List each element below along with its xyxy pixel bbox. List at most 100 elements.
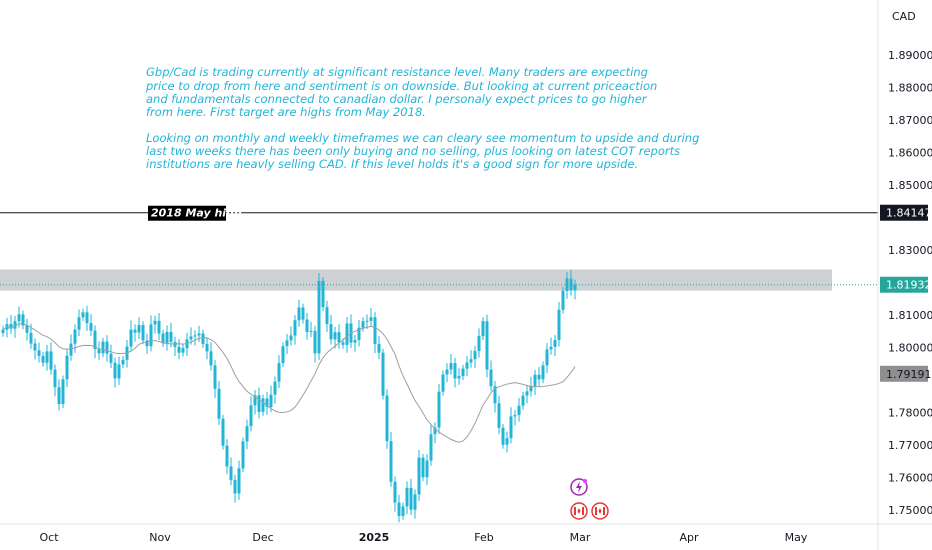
candle-body [329,324,333,340]
price-tick-label: 1.89000 [888,49,932,62]
price-tick-label: 1.85000 [888,179,932,192]
candle-body [481,321,485,337]
annotation-line-5: Looking on monthly and weekly timeframes… [146,131,699,145]
candle-body [393,481,397,503]
candle-body [497,403,501,428]
candle-body [485,321,489,370]
candle-body [425,460,429,478]
candle-body [381,352,385,396]
hline-price-label: 1.84147 [886,207,932,220]
time-tick-label: Dec [252,531,273,544]
candle-body [521,395,525,406]
candle-body [173,341,177,347]
candle-body [509,416,513,439]
candle-body [533,374,537,386]
candle-body [13,321,17,329]
price-tick-label: 1.80000 [888,342,932,355]
ma-price-label: 1.79191 [886,368,932,381]
time-tick-label: Apr [679,531,699,544]
candle-body [9,324,13,329]
candle-body [345,323,349,345]
time-axis[interactable]: Oct Nov Dec 2025 Feb Mar Apr May [39,531,807,544]
resistance-zone[interactable] [0,269,832,291]
candle-body [25,325,29,333]
candle-body [561,290,565,310]
candle-body [93,330,97,350]
candle-body [241,441,245,469]
candle-body [269,394,273,407]
candle-body [157,320,161,334]
candle-body [257,395,261,412]
price-tick-label: 1.76000 [888,472,932,485]
candle-body [365,320,369,322]
currency-label: CAD [892,10,916,23]
candle-body [445,369,449,375]
canada-flag-icon[interactable] [591,502,609,520]
candle-body [121,359,125,365]
candle-body [457,376,461,379]
candle-body [33,343,37,351]
candle-body [525,391,529,396]
candle-body [505,438,509,445]
candle-body [177,346,181,353]
candle-body [557,309,561,341]
candle-body [181,348,185,353]
candle-body [237,468,241,494]
candle-body [297,307,301,321]
candle-body [429,434,433,461]
price-tick-label: 1.86000 [888,147,932,160]
canada-flag-icon[interactable] [570,502,588,520]
candle-body [529,385,533,392]
candle-body [229,466,233,481]
candle-body [353,340,357,343]
hline-label-text: 2018 May high [151,207,242,220]
candle-body [189,336,193,340]
candle-body [205,343,209,352]
time-tick-label: Oct [39,531,59,544]
candle-body [401,506,405,516]
candle-body [37,350,41,356]
candle-body [385,395,389,442]
candle-body [317,280,321,354]
candle-body [213,365,217,389]
candle-body [233,480,237,494]
candle-body [249,405,253,427]
candle-body [501,427,505,445]
time-tick-label: May [785,531,808,544]
candle-body [337,332,341,343]
time-tick-label: Nov [149,531,171,544]
hline-label: 2018 May high [148,205,242,221]
candle-body [105,341,109,354]
candle-body [545,349,549,366]
price-axis[interactable]: 1.89000 1.88000 1.87000 1.86000 1.85000 1.830… [888,49,932,517]
candle-body [553,340,557,347]
candle-body [225,445,229,467]
candle-body [281,346,285,364]
candle-body [85,312,89,324]
price-tick-label: 1.78000 [888,407,932,420]
candle-body [541,365,545,380]
analysis-annotation[interactable]: Gbp/Cad is trading currently at signific… [145,65,699,171]
candle-body [549,346,553,350]
price-tick-label: 1.77000 [888,439,932,452]
candle-body [477,336,481,352]
candle-body [405,487,409,507]
candle-body [65,355,69,380]
candle-body [17,314,21,322]
candle-body [321,280,325,308]
candle-body [301,307,305,320]
ma-price-badge: 1.79191 [880,365,932,382]
candle-body [165,331,169,343]
lightning-icon[interactable] [570,478,588,496]
candle-body [309,330,313,332]
annotation-line-2: price to drop from here and sentiment is… [145,79,657,93]
candle-body [397,502,401,516]
time-tick-label: Feb [474,531,493,544]
hline-price-badge: 1.84147 [880,204,932,221]
candle-body [29,332,33,344]
candle-body [141,325,145,341]
candle-body [373,317,377,344]
annotation-line-1: Gbp/Cad is trading currently at signific… [146,65,648,79]
candle-body [77,317,81,330]
